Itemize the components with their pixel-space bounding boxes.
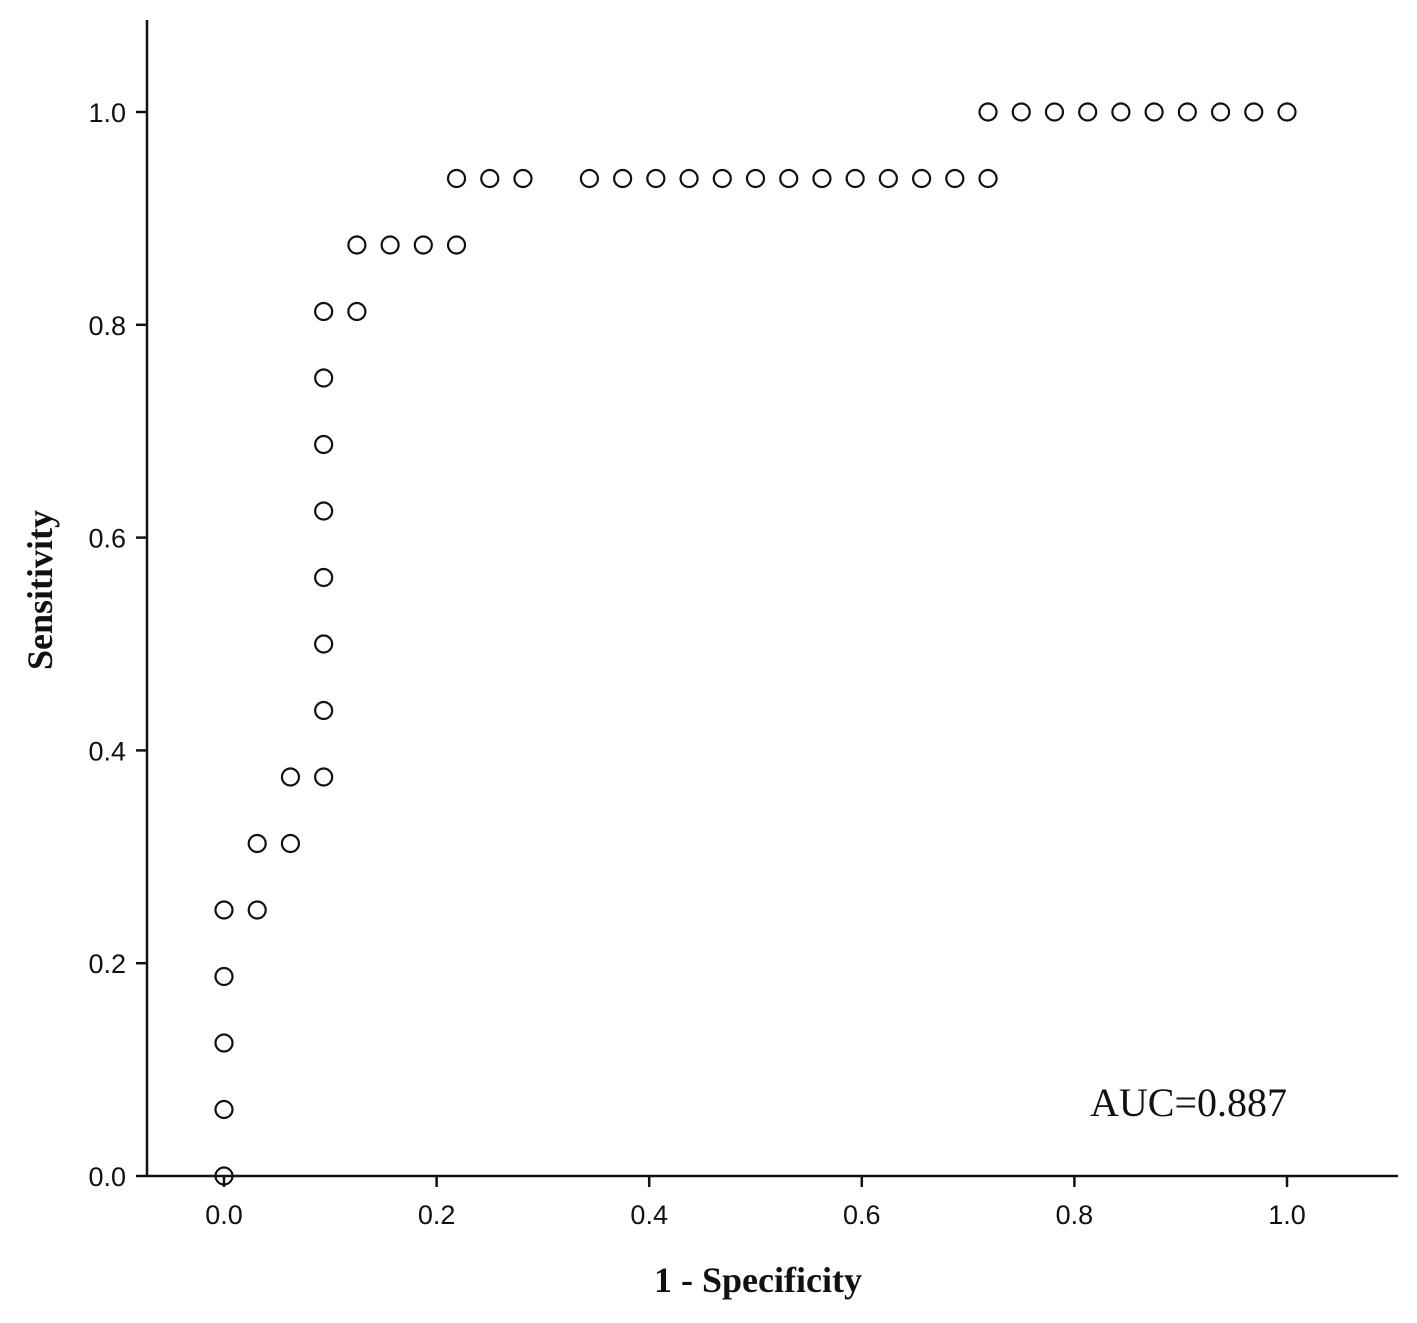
roc-point (280, 767, 301, 787)
roc-point (613, 168, 633, 189)
roc-point (1244, 102, 1264, 122)
x-ticks: 0.0 0.2 0.4 0.6 0.8 1.0 (205, 1176, 1306, 1230)
roc-point (214, 966, 234, 987)
roc-point (347, 235, 367, 255)
roc-point (446, 235, 467, 255)
roc-point (214, 1033, 234, 1053)
x-tick-label: 0.6 (843, 1200, 881, 1230)
roc-point (314, 634, 334, 654)
roc-point (513, 168, 533, 189)
roc-point (878, 168, 898, 189)
roc-point (911, 168, 932, 189)
roc-point (314, 301, 334, 322)
roc-point (214, 900, 234, 920)
y-tick-label: 0.0 (88, 1162, 126, 1192)
x-tick-label: 0.8 (1056, 1200, 1094, 1230)
roc-point (314, 434, 334, 455)
y-axis-title: Sensitivity (20, 510, 60, 670)
roc-point (812, 168, 832, 189)
roc-point (1044, 102, 1065, 122)
roc-point (978, 168, 998, 189)
roc-point (1111, 102, 1131, 122)
roc-point (1011, 102, 1031, 122)
x-tick-label: 0.2 (418, 1200, 456, 1230)
y-tick-label: 0.6 (88, 524, 126, 554)
roc-point (1277, 102, 1297, 122)
roc-point (1144, 102, 1164, 122)
roc-point (679, 168, 699, 189)
x-tick-label: 0.4 (630, 1200, 668, 1230)
x-tick-label: 1.0 (1268, 1200, 1306, 1230)
roc-point (280, 833, 301, 854)
roc-point (314, 767, 334, 787)
roc-point (347, 301, 367, 322)
roc-point (380, 235, 400, 255)
roc-point (1210, 102, 1231, 122)
roc-point (845, 168, 865, 189)
roc-point (978, 102, 998, 122)
roc-point (214, 1166, 234, 1186)
roc-point (314, 567, 334, 588)
y-tick-label: 0.8 (88, 311, 126, 341)
roc-point (314, 700, 334, 721)
x-axis-title: 1 - Specificity (654, 1260, 862, 1300)
roc-point (579, 168, 600, 189)
roc-point (1177, 102, 1197, 122)
y-tick-label: 1.0 (88, 98, 126, 128)
y-tick-label: 0.4 (88, 736, 126, 766)
roc-point (646, 168, 666, 189)
roc-point (413, 235, 433, 255)
y-tick-label: 0.2 (88, 949, 126, 979)
data-points (214, 102, 1297, 1186)
auc-annotation: AUC=0.887 (1090, 1080, 1287, 1125)
roc-point (214, 1099, 234, 1120)
roc-point (779, 168, 799, 189)
roc-point (314, 501, 334, 521)
roc-point (247, 900, 267, 920)
roc-point (712, 168, 732, 189)
roc-point (745, 168, 766, 189)
roc-point (480, 168, 500, 189)
roc-point (945, 168, 965, 189)
x-tick-label: 0.0 (205, 1200, 243, 1230)
roc-point (446, 168, 467, 189)
y-ticks: 0.0 0.2 0.4 0.6 0.8 1.0 (88, 98, 147, 1192)
roc-point (1078, 102, 1098, 122)
axes (145, 20, 1398, 1178)
roc-point (247, 833, 267, 854)
roc-point (314, 368, 334, 388)
